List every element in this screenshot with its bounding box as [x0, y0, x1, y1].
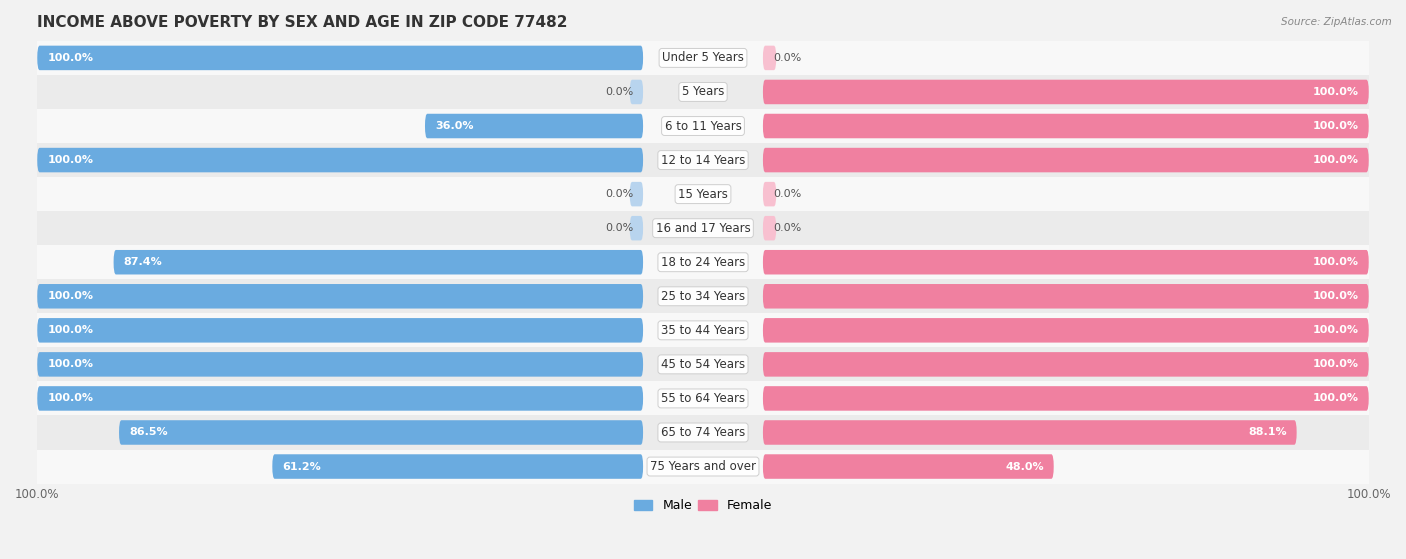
Text: 100.0%: 100.0%	[1313, 394, 1358, 404]
Text: Under 5 Years: Under 5 Years	[662, 51, 744, 64]
FancyBboxPatch shape	[630, 182, 643, 206]
Text: INCOME ABOVE POVERTY BY SEX AND AGE IN ZIP CODE 77482: INCOME ABOVE POVERTY BY SEX AND AGE IN Z…	[37, 15, 568, 30]
Text: 100.0%: 100.0%	[1313, 291, 1358, 301]
FancyBboxPatch shape	[763, 148, 1369, 172]
Text: 36.0%: 36.0%	[434, 121, 474, 131]
Text: 86.5%: 86.5%	[129, 428, 167, 438]
Text: 15 Years: 15 Years	[678, 188, 728, 201]
Text: 100.0%: 100.0%	[1313, 121, 1358, 131]
Text: 35 to 44 Years: 35 to 44 Years	[661, 324, 745, 337]
Text: 100.0%: 100.0%	[48, 325, 93, 335]
FancyBboxPatch shape	[763, 352, 1369, 377]
FancyBboxPatch shape	[763, 80, 1369, 104]
Text: 0.0%: 0.0%	[773, 189, 801, 199]
Text: 100.0%: 100.0%	[1313, 257, 1358, 267]
Bar	[37, 177, 1369, 211]
Bar	[37, 449, 1369, 484]
Text: Source: ZipAtlas.com: Source: ZipAtlas.com	[1281, 17, 1392, 27]
Bar	[37, 347, 1369, 381]
Bar	[37, 211, 1369, 245]
FancyBboxPatch shape	[763, 250, 1369, 274]
Text: 100.0%: 100.0%	[48, 155, 93, 165]
FancyBboxPatch shape	[630, 216, 643, 240]
Text: 18 to 24 Years: 18 to 24 Years	[661, 255, 745, 269]
FancyBboxPatch shape	[763, 46, 776, 70]
Text: 87.4%: 87.4%	[124, 257, 162, 267]
Bar	[37, 109, 1369, 143]
Text: 16 and 17 Years: 16 and 17 Years	[655, 222, 751, 235]
Bar	[37, 313, 1369, 347]
FancyBboxPatch shape	[273, 454, 643, 479]
Text: 25 to 34 Years: 25 to 34 Years	[661, 290, 745, 303]
Text: 65 to 74 Years: 65 to 74 Years	[661, 426, 745, 439]
FancyBboxPatch shape	[120, 420, 643, 445]
Text: 61.2%: 61.2%	[283, 462, 321, 472]
FancyBboxPatch shape	[763, 216, 776, 240]
Legend: Male, Female: Male, Female	[628, 494, 778, 517]
FancyBboxPatch shape	[763, 386, 1369, 411]
Bar	[37, 41, 1369, 75]
Text: 100.0%: 100.0%	[1313, 87, 1358, 97]
Text: 0.0%: 0.0%	[773, 223, 801, 233]
Text: 45 to 54 Years: 45 to 54 Years	[661, 358, 745, 371]
FancyBboxPatch shape	[763, 284, 1369, 309]
Text: 100.0%: 100.0%	[48, 53, 93, 63]
Text: 5 Years: 5 Years	[682, 86, 724, 98]
FancyBboxPatch shape	[37, 46, 643, 70]
Bar	[37, 415, 1369, 449]
Bar	[37, 245, 1369, 280]
Text: 100.0%: 100.0%	[1313, 155, 1358, 165]
Text: 88.1%: 88.1%	[1249, 428, 1286, 438]
Text: 0.0%: 0.0%	[605, 189, 633, 199]
Bar	[37, 75, 1369, 109]
Bar	[37, 143, 1369, 177]
Text: 100.0%: 100.0%	[48, 394, 93, 404]
FancyBboxPatch shape	[763, 454, 1053, 479]
Text: 0.0%: 0.0%	[605, 223, 633, 233]
Text: 6 to 11 Years: 6 to 11 Years	[665, 120, 741, 132]
Text: 100.0%: 100.0%	[48, 291, 93, 301]
FancyBboxPatch shape	[37, 386, 643, 411]
FancyBboxPatch shape	[763, 182, 776, 206]
FancyBboxPatch shape	[763, 114, 1369, 138]
Text: 12 to 14 Years: 12 to 14 Years	[661, 154, 745, 167]
Text: 55 to 64 Years: 55 to 64 Years	[661, 392, 745, 405]
Text: 48.0%: 48.0%	[1005, 462, 1043, 472]
FancyBboxPatch shape	[37, 148, 643, 172]
FancyBboxPatch shape	[763, 420, 1296, 445]
FancyBboxPatch shape	[763, 318, 1369, 343]
Bar	[37, 381, 1369, 415]
Text: 100.0%: 100.0%	[1313, 359, 1358, 369]
Text: 0.0%: 0.0%	[773, 53, 801, 63]
Bar	[37, 280, 1369, 313]
FancyBboxPatch shape	[114, 250, 643, 274]
FancyBboxPatch shape	[37, 284, 643, 309]
Text: 100.0%: 100.0%	[48, 359, 93, 369]
FancyBboxPatch shape	[37, 352, 643, 377]
FancyBboxPatch shape	[37, 318, 643, 343]
Text: 75 Years and over: 75 Years and over	[650, 460, 756, 473]
Text: 0.0%: 0.0%	[605, 87, 633, 97]
FancyBboxPatch shape	[630, 80, 643, 104]
FancyBboxPatch shape	[425, 114, 643, 138]
Text: 100.0%: 100.0%	[1313, 325, 1358, 335]
